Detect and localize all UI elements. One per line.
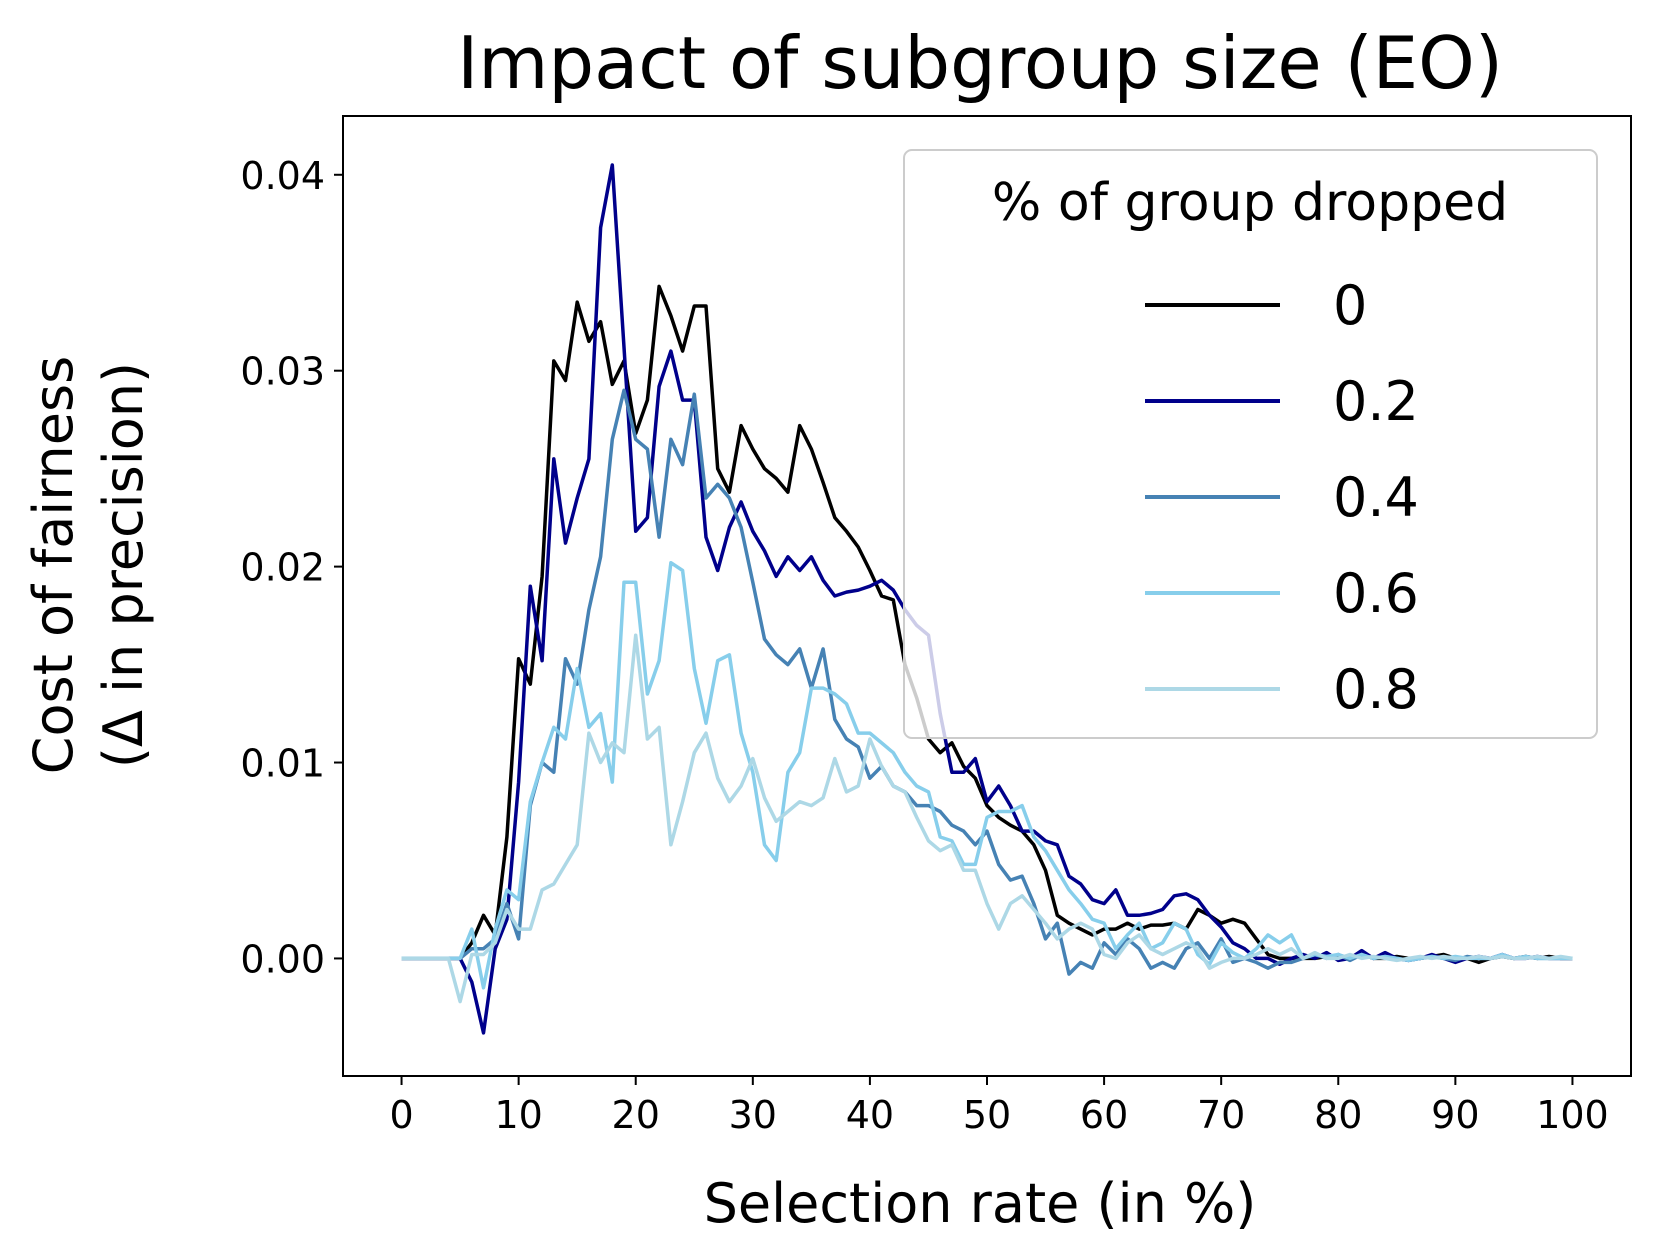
x-tick-label: 70 bbox=[1197, 1093, 1245, 1137]
legend-box bbox=[903, 149, 1598, 739]
y-tick-label: 0.00 bbox=[240, 937, 325, 981]
y-axis-title-line2: (Δ in precision) bbox=[92, 362, 155, 768]
x-tick-label: 10 bbox=[494, 1093, 542, 1137]
chart-title: Impact of subgroup size (EO) bbox=[457, 21, 1503, 105]
x-axis-title: Selection rate (in %) bbox=[704, 1172, 1257, 1235]
x-tick-label: 20 bbox=[612, 1093, 660, 1137]
plot-frame bbox=[342, 115, 1632, 1077]
x-tick-label: 60 bbox=[1080, 1093, 1128, 1137]
legend: % of group dropped 0 0.2 0.4 0.6 0.8 bbox=[903, 149, 1598, 739]
legend-label: 0.4 bbox=[1333, 466, 1419, 529]
x-axis: 0 10 20 30 40 50 60 70 80 90 100 bbox=[389, 1076, 1609, 1137]
x-tick-label: 40 bbox=[846, 1093, 894, 1137]
x-tick-label: 50 bbox=[963, 1093, 1011, 1137]
legend-entries: 0 0.2 0.4 0.6 0.8 bbox=[1145, 274, 1419, 721]
legend-label: 0.8 bbox=[1333, 658, 1419, 721]
x-tick-label: 0 bbox=[389, 1093, 413, 1137]
legend-label: 0.6 bbox=[1333, 562, 1419, 625]
y-axis-title: Cost of fairness (Δ in precision) bbox=[22, 356, 155, 775]
y-tick-label: 0.01 bbox=[240, 742, 325, 786]
x-tick-label: 80 bbox=[1314, 1093, 1362, 1137]
x-tick-label: 30 bbox=[729, 1093, 777, 1137]
legend-label: 0.2 bbox=[1333, 370, 1419, 433]
y-axis-title-line1: Cost of fairness bbox=[22, 356, 85, 775]
y-tick-label: 0.03 bbox=[240, 350, 325, 394]
y-tick-label: 0.04 bbox=[240, 154, 325, 198]
series-layer bbox=[401, 163, 1573, 1035]
x-tick-label: 100 bbox=[1536, 1093, 1609, 1137]
legend-title: % of group dropped bbox=[992, 173, 1508, 233]
x-tick-label: 90 bbox=[1431, 1093, 1479, 1137]
y-axis: 0.00 0.01 0.02 0.03 0.04 bbox=[240, 154, 343, 981]
y-tick-label: 0.02 bbox=[240, 546, 325, 590]
legend-label: 0 bbox=[1333, 274, 1367, 337]
series-line-4 bbox=[401, 633, 1573, 1004]
